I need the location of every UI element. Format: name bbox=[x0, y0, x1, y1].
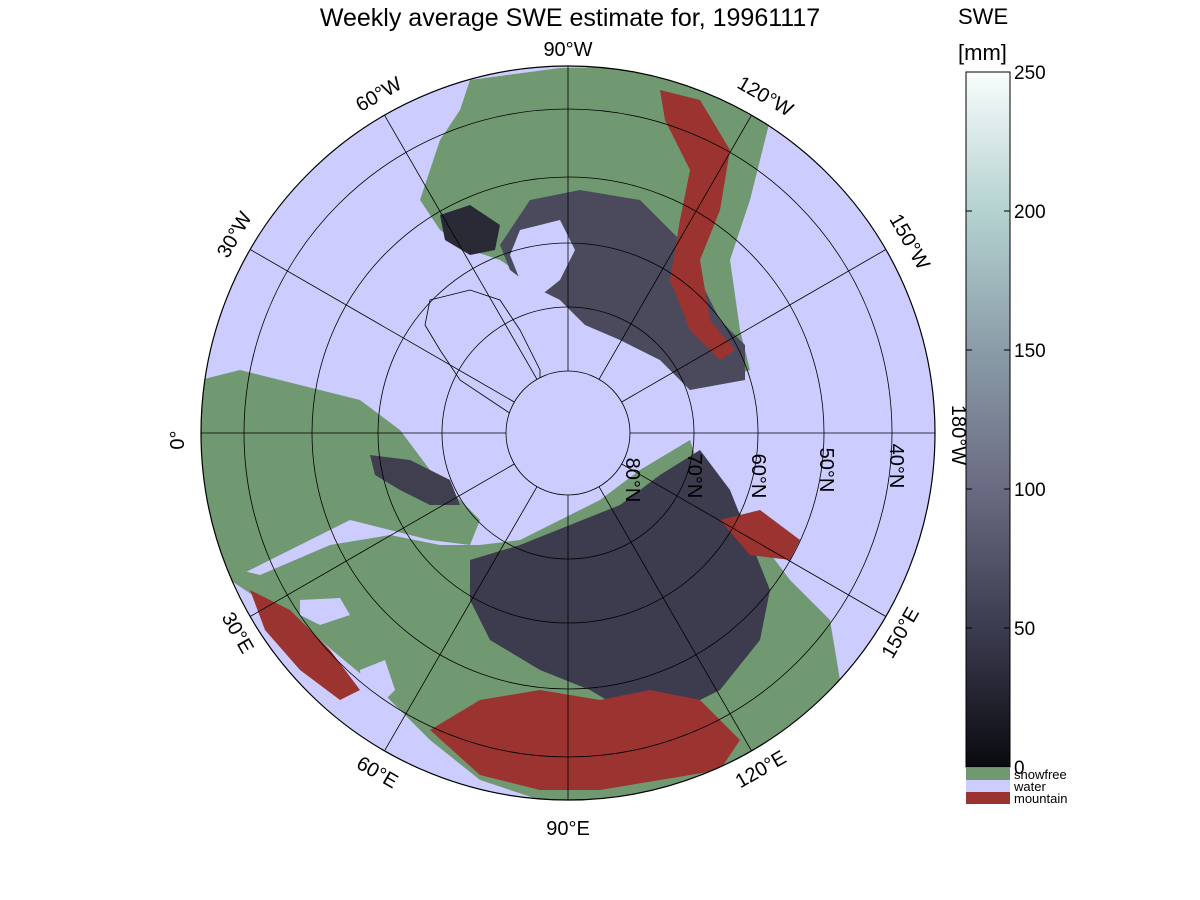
lon-label-90e: 90°E bbox=[546, 818, 590, 840]
black-sea bbox=[300, 598, 350, 625]
colorbar-tick-label: 150 bbox=[1014, 341, 1046, 362]
lat-label-80n: 80°N bbox=[621, 458, 643, 503]
meridian-line bbox=[384, 486, 538, 752]
category-swatch-water bbox=[966, 780, 1010, 792]
longitude-grid bbox=[201, 66, 935, 800]
meridian-line bbox=[598, 486, 752, 752]
mountain-europe bbox=[250, 590, 360, 700]
colorbar-tick-label: 200 bbox=[1014, 202, 1046, 223]
polar-map: 90°W 60°W 30°W 0° 30°E 60°E 90°E 120°E 1… bbox=[167, 39, 969, 840]
category-swatch-mountain bbox=[966, 792, 1010, 804]
snow-canada-east bbox=[440, 205, 500, 255]
land-europe bbox=[201, 370, 480, 580]
colorbar-gradient bbox=[965, 71, 1011, 768]
meridian-line bbox=[621, 463, 887, 617]
colorbar-tick-label: 250 bbox=[1014, 63, 1046, 84]
arctic-ocean-center bbox=[506, 371, 630, 495]
snow-russia-west bbox=[370, 455, 460, 505]
category-label-water: water bbox=[1013, 779, 1046, 794]
lon-label-90w: 90°W bbox=[543, 39, 592, 61]
lat-label-70n: 70°N bbox=[683, 454, 705, 499]
mountain-central-asia bbox=[430, 690, 740, 790]
mountain-siberia-east bbox=[720, 510, 800, 560]
colorbar-ticks: 0 50 100 150 200 250 bbox=[966, 63, 1046, 779]
meridian-line bbox=[249, 249, 515, 403]
lat-label-40n: 40°N bbox=[885, 444, 907, 489]
category-swatch-snowfree bbox=[966, 768, 1010, 780]
meridian-line bbox=[249, 463, 515, 617]
mountain-rockies bbox=[660, 90, 735, 360]
colorbar-tick-label: 50 bbox=[1014, 619, 1035, 640]
colorbar-unit: [mm] bbox=[958, 40, 1007, 65]
colorbar-tick-label: 100 bbox=[1014, 480, 1046, 501]
colorbar-title: SWE bbox=[958, 4, 1009, 29]
colorbar-tick-label: 0 bbox=[1014, 758, 1025, 779]
lon-label-60e: 60°E bbox=[353, 752, 402, 793]
lon-label-0: 0° bbox=[167, 430, 189, 449]
meridian-line bbox=[598, 114, 752, 380]
meridian-line bbox=[621, 249, 887, 403]
category-label-mountain: mountain bbox=[1014, 791, 1067, 806]
figure-title: Weekly average SWE estimate for, 1996111… bbox=[319, 4, 821, 32]
hudson-bay bbox=[510, 220, 575, 300]
map-border bbox=[200, 65, 936, 801]
meridian-line bbox=[384, 114, 538, 380]
lat-label-60n: 60°N bbox=[747, 454, 769, 499]
category-label-snowfree: snowfree bbox=[1014, 767, 1067, 782]
caspian-sea bbox=[360, 660, 395, 705]
lon-label-180w: 180°W bbox=[947, 405, 969, 465]
lat-label-50n: 50°N bbox=[815, 448, 837, 493]
